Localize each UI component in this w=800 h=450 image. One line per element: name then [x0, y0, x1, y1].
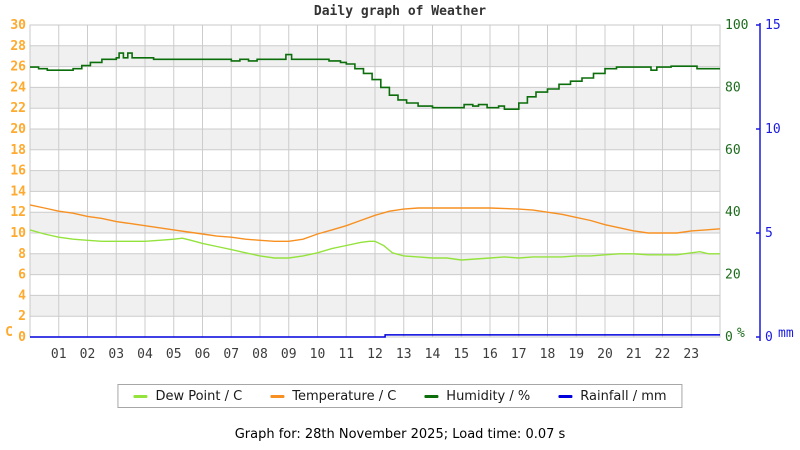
x-axis-tick-label: 05	[166, 347, 182, 362]
left-axis-tick-label: 20	[10, 122, 26, 137]
series-line-humidity	[30, 52, 720, 110]
x-axis-tick-label: 23	[683, 347, 699, 362]
legend-swatch-dew_point	[133, 394, 148, 398]
x-axis-tick-label: 15	[453, 347, 469, 362]
legend-item-temperature: Temperature / C	[270, 389, 396, 404]
x-axis-tick-label: 09	[281, 347, 297, 362]
left-axis-tick-label: 28	[10, 39, 26, 54]
x-axis-tick-label: 22	[655, 347, 671, 362]
x-axis-tick-label: 21	[626, 347, 642, 362]
legend-label: Temperature / C	[292, 388, 397, 404]
graph-info-text: Graph for: 28th November 2025; Load time…	[234, 427, 566, 442]
legend-label: Dew Point / C	[155, 388, 243, 404]
humidity-axis-tick-label: 80	[725, 80, 741, 95]
left-axis-tick-label: 4	[18, 288, 26, 303]
series-line-dew_point	[29, 229, 720, 261]
rainfall-axis-tick-label: 10	[765, 122, 781, 137]
x-axis-tick-label: 11	[338, 347, 354, 362]
legend-item-dew_point: Dew Point / C	[133, 389, 242, 404]
series-line-temperature	[29, 204, 721, 242]
legend-swatch-humidity	[424, 394, 439, 398]
legend-swatch-rainfall	[558, 394, 573, 398]
left-axis-tick-label: 18	[10, 143, 26, 158]
x-axis-tick-label: 20	[597, 347, 613, 362]
x-axis-tick-label: 18	[540, 347, 556, 362]
chart-title: Daily graph of Weather	[313, 4, 487, 19]
series-line-rainfall	[30, 334, 720, 338]
left-axis-tick-label: 24	[10, 80, 26, 95]
rainfall-axis-tick-label: 5	[765, 226, 773, 241]
x-axis-tick-label: 08	[252, 347, 268, 362]
left-axis-tick-label: 22	[10, 101, 26, 116]
left-axis-tick-label: 12	[10, 205, 26, 220]
humidity-axis-tick-label: 60	[725, 143, 741, 158]
x-axis-tick-label: 10	[310, 347, 326, 362]
x-axis-tick-label: 01	[51, 347, 67, 362]
rainfall-axis-tick-label: 15	[765, 18, 781, 33]
left-axis-tick-label: 10	[10, 226, 26, 241]
x-axis-tick-label: 14	[425, 347, 441, 362]
left-axis-unit-label: C	[5, 325, 13, 340]
x-axis-tick-label: 07	[223, 347, 239, 362]
left-axis-tick-label: 14	[10, 184, 26, 199]
legend-swatch-temperature	[270, 394, 285, 398]
left-axis-tick-label: 30	[10, 18, 26, 33]
x-axis-tick-label: 03	[108, 347, 124, 362]
x-axis-tick-label: 13	[396, 347, 412, 362]
legend-item-rainfall: Rainfall / mm	[558, 388, 667, 404]
legend-label: Humidity / %	[446, 388, 531, 404]
x-axis-tick-label: 02	[80, 347, 96, 362]
left-axis-tick-label: 2	[18, 309, 26, 324]
x-axis-tick-label: 16	[482, 347, 498, 362]
left-axis-tick-label: 8	[18, 247, 26, 262]
left-axis-tick-label: 16	[10, 164, 26, 179]
humidity-axis-tick-label: 100	[725, 18, 748, 33]
x-axis-tick-label: 17	[511, 347, 527, 362]
legend-item-humidity: Humidity / %	[424, 389, 530, 404]
left-axis-tick-label: 26	[10, 60, 26, 75]
rainfall-axis-tick-label: 0	[765, 330, 773, 345]
chart-legend: Dew Point / C Temperature / C Humidity / %…	[117, 384, 683, 408]
humidity-axis-tick-label: 20	[725, 268, 741, 283]
left-axis-tick-label: 6	[18, 268, 26, 283]
x-axis-tick-label: 19	[568, 347, 584, 362]
humidity-axis-tick-label: 0	[725, 330, 733, 345]
x-axis-tick-label: 06	[195, 347, 211, 362]
legend-label: Rainfall / mm	[580, 388, 667, 404]
x-axis-tick-label: 04	[137, 347, 153, 362]
x-axis-tick-label: 12	[367, 347, 383, 362]
rainfall-axis-unit-label: mm	[778, 326, 794, 341]
left-axis-tick-label: 0	[18, 330, 26, 345]
humidity-axis-tick-label: 40	[725, 205, 741, 220]
humidity-axis-unit-label: %	[737, 326, 745, 341]
